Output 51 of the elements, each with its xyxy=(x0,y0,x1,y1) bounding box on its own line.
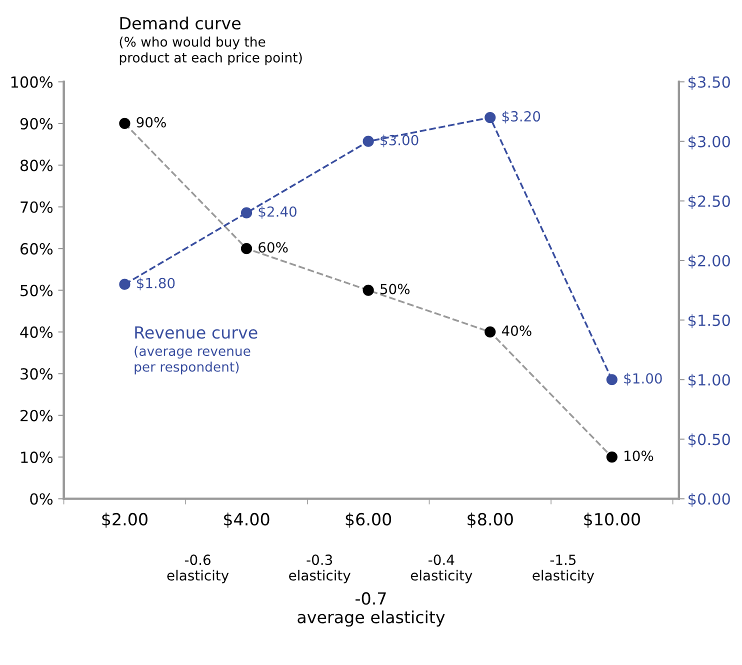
y-tick-label: 40% xyxy=(20,326,53,338)
x-tick-label: $2.00 xyxy=(102,512,148,528)
point xyxy=(362,284,374,296)
y-tick-label: 60% xyxy=(20,243,53,255)
y2-tick-label: $0.50 xyxy=(688,433,730,448)
text: -0.7 average elasticity xyxy=(298,592,445,627)
text: Demand curve (% who would buy the product at each price point) xyxy=(120,16,302,66)
y-tick-label: 70% xyxy=(20,201,53,213)
point xyxy=(484,326,496,338)
data-label: 50% xyxy=(380,284,410,294)
point xyxy=(240,207,252,218)
data-label: $1.80 xyxy=(136,278,175,290)
data-label: $3.00 xyxy=(380,134,418,148)
point xyxy=(606,374,618,386)
data-label: $3.20 xyxy=(502,110,540,124)
x-tick-label: $6.00 xyxy=(346,512,392,528)
point xyxy=(606,452,618,463)
text: -1.5 elasticity xyxy=(532,554,594,584)
data-label: 90% xyxy=(136,117,166,128)
y-tick-label: 100% xyxy=(11,76,53,88)
text: -0.3 elasticity xyxy=(289,554,350,584)
x-tick-label: $4.00 xyxy=(224,512,270,528)
y2-tick-label: $2.00 xyxy=(688,254,730,269)
y2-tick-label: $3.50 xyxy=(688,76,730,90)
point xyxy=(119,278,130,290)
data-label: $2.40 xyxy=(258,206,296,219)
y-tick-label: 90% xyxy=(20,118,53,130)
data-label: 60% xyxy=(258,242,288,253)
text: -0.6 elasticity xyxy=(167,554,229,584)
data-label: $1.00 xyxy=(624,372,662,386)
text: Revenue curve (average revenue per respondent) xyxy=(134,326,258,374)
y-tick-label: 20% xyxy=(20,410,53,422)
data-label: 10% xyxy=(624,450,654,462)
x-tick-label: $8.00 xyxy=(468,512,513,528)
y-tick-label: 80% xyxy=(20,160,53,172)
point xyxy=(362,136,374,147)
y2-tick-label: $3.00 xyxy=(688,136,730,150)
point xyxy=(119,118,130,130)
y2-tick-label: $1.00 xyxy=(688,374,730,388)
y-tick-label: 30% xyxy=(20,368,53,380)
point xyxy=(240,243,252,254)
y-tick-label: 10% xyxy=(21,452,53,464)
data-label: 40% xyxy=(502,325,532,336)
point xyxy=(484,112,496,124)
text: -0.4 elasticity xyxy=(410,554,472,584)
y-tick-label: 50% xyxy=(20,284,53,296)
x-tick-label: $10.00 xyxy=(584,512,640,528)
y2-tick-label: $0.00 xyxy=(688,492,730,507)
y2-tick-label: $1.50 xyxy=(688,314,730,328)
y2-tick-label: $2.50 xyxy=(688,195,730,209)
y-tick-label: 0% xyxy=(30,493,53,505)
